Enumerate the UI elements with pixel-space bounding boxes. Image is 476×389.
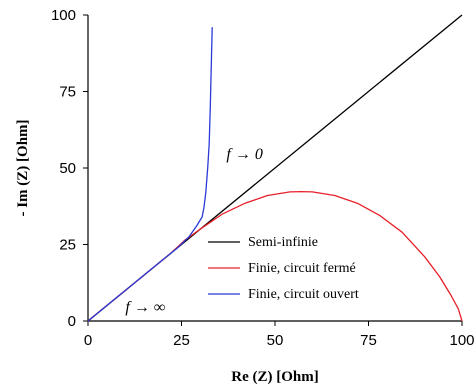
- legend: Semi-infinie Finie, circuit fermé Finie, c…: [208, 235, 359, 302]
- annotation-text: f → ∞: [125, 299, 165, 316]
- series-line-3: [87, 27, 213, 322]
- series-layer: [87, 14, 463, 322]
- y-tick-label: 75: [59, 84, 76, 101]
- annotation-text: f → 0: [226, 146, 262, 163]
- axis-ticks: 0 25 50 75 100 0 25 50 75 100: [51, 7, 475, 349]
- legend-label: Finie, circuit fermé: [248, 261, 356, 276]
- y-tick-label: 0: [68, 313, 76, 330]
- y-tick-label: 25: [59, 237, 76, 254]
- x-axis-title: Re (Z) [Ohm]: [231, 369, 318, 385]
- x-tick-label: 100: [449, 332, 474, 349]
- x-tick-label: 0: [84, 332, 92, 349]
- x-tick-label: 75: [360, 332, 377, 349]
- y-tick-label: 50: [59, 160, 76, 177]
- legend-label: Semi-infinie: [248, 235, 318, 250]
- x-tick-label: 50: [267, 332, 284, 349]
- legend-label: Finie, circuit ouvert: [248, 287, 359, 302]
- y-tick-label: 100: [51, 7, 76, 24]
- annotations-layer: f → 0 f → ∞: [125, 146, 262, 316]
- y-axis-title: - Im (Z) [Ohm]: [15, 119, 31, 216]
- x-tick-label: 25: [173, 332, 190, 349]
